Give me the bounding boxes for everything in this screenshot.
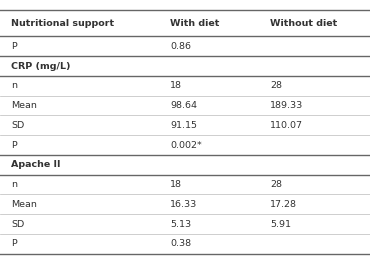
Text: 98.64: 98.64	[170, 101, 197, 110]
Text: CRP (mg/L): CRP (mg/L)	[11, 62, 71, 70]
Text: n: n	[11, 180, 17, 189]
Text: 110.07: 110.07	[270, 121, 303, 130]
Text: Nutritional support: Nutritional support	[11, 19, 114, 28]
Text: 17.28: 17.28	[270, 200, 297, 209]
Text: Apache II: Apache II	[11, 160, 61, 169]
Text: Without diet: Without diet	[270, 19, 337, 28]
Text: 28: 28	[270, 180, 282, 189]
Text: P: P	[11, 141, 17, 149]
Text: 5.13: 5.13	[170, 220, 191, 229]
Text: P: P	[11, 42, 17, 51]
Text: Mean: Mean	[11, 101, 37, 110]
Text: Mean: Mean	[11, 200, 37, 209]
Text: n: n	[11, 81, 17, 90]
Text: 0.002*: 0.002*	[170, 141, 202, 149]
Text: 16.33: 16.33	[170, 200, 198, 209]
Text: With diet: With diet	[170, 19, 219, 28]
Text: 18: 18	[170, 81, 182, 90]
Text: 28: 28	[270, 81, 282, 90]
Text: 18: 18	[170, 180, 182, 189]
Text: 189.33: 189.33	[270, 101, 303, 110]
Text: SD: SD	[11, 220, 24, 229]
Text: SD: SD	[11, 121, 24, 130]
Text: 91.15: 91.15	[170, 121, 197, 130]
Text: 5.91: 5.91	[270, 220, 291, 229]
Text: P: P	[11, 239, 17, 248]
Text: 0.86: 0.86	[170, 42, 191, 51]
Text: 0.38: 0.38	[170, 239, 191, 248]
